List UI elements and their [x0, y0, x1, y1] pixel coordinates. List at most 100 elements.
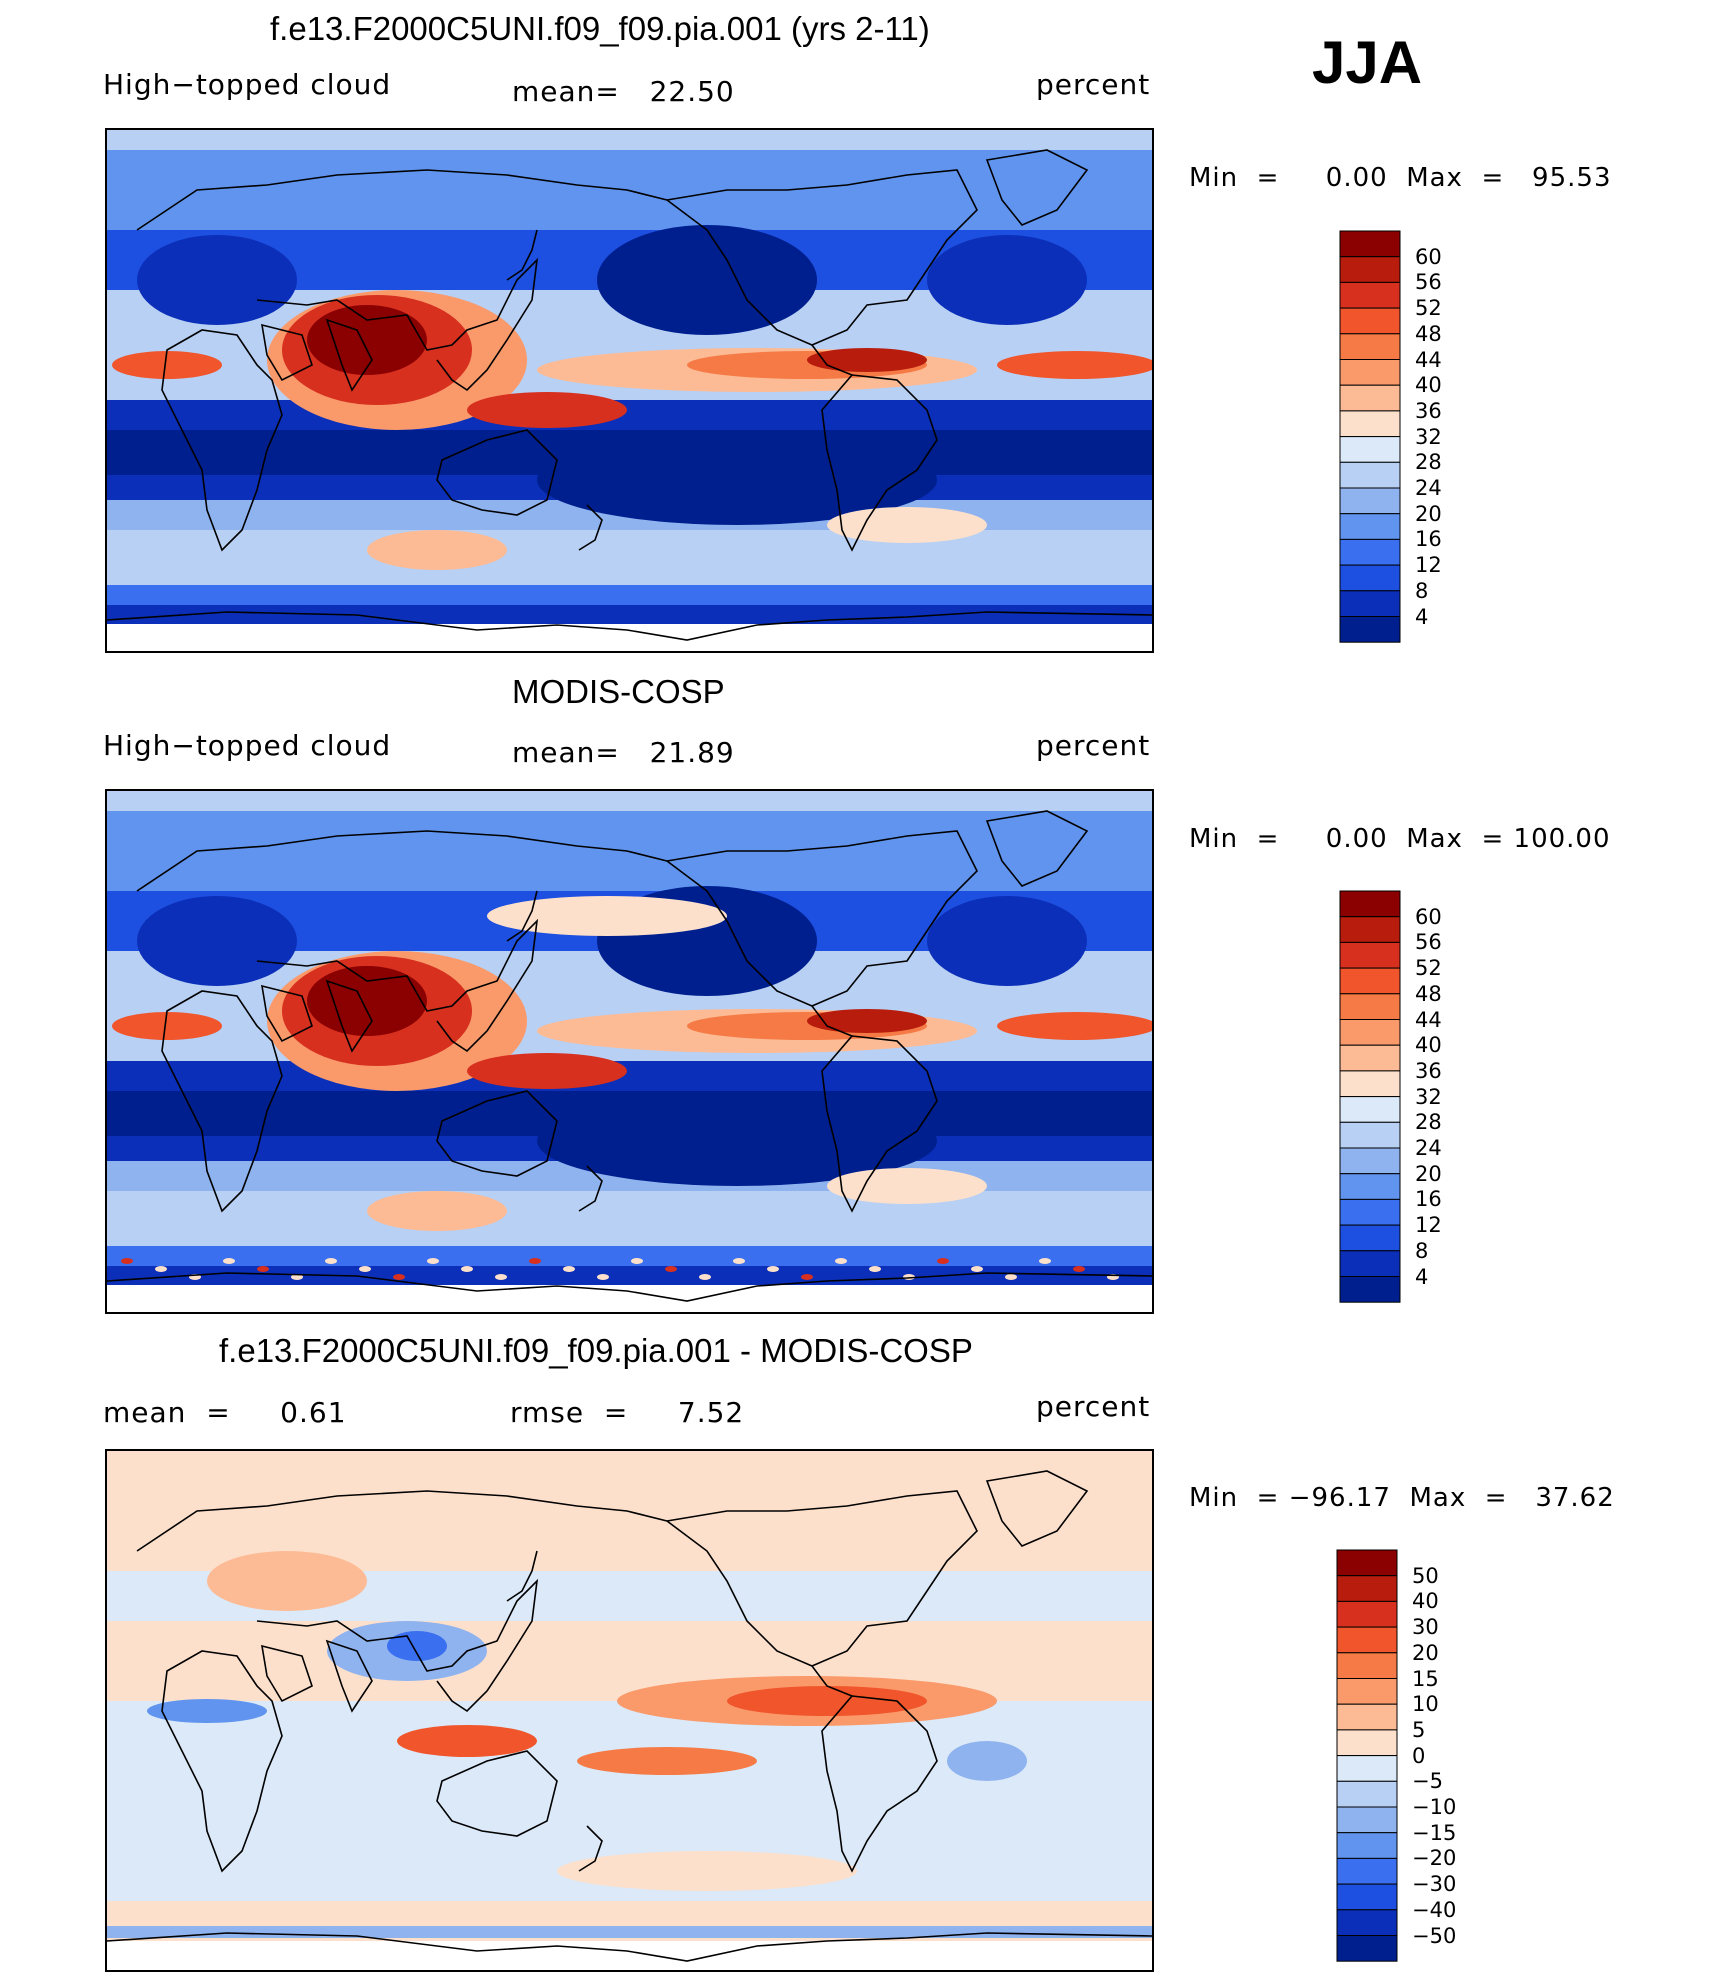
- panel2-field-spac-dry: [537, 1096, 937, 1186]
- panel3-coastline: [506, 1550, 538, 1602]
- panel1-colorbar-svg: [1339, 230, 1401, 643]
- panel2-colorbar-swatch: [1339, 1276, 1401, 1303]
- panel2-coastline: [161, 990, 283, 1213]
- panel2-field-noise: [257, 1266, 269, 1272]
- panel2-coastline: [506, 890, 538, 942]
- panel1-field-africa-itcz: [112, 351, 222, 379]
- panel1-colorbar-swatch: [1339, 384, 1401, 412]
- panel1-colorbar-tick-label: 56: [1415, 270, 1442, 295]
- panel2-colorbar-tick-label: 8: [1415, 1238, 1429, 1263]
- panel2-field-noise: [359, 1266, 371, 1272]
- panel2-field-spcz: [467, 1053, 627, 1089]
- panel1-colorbar-tick-label: 8: [1415, 578, 1429, 603]
- panel3-colorbar-swatch: [1336, 1780, 1398, 1808]
- panel2-colorbar-swatch: [1339, 1121, 1401, 1149]
- panel3-colorbar-swatch: [1336, 1729, 1398, 1757]
- panel3-coastline: [821, 1695, 938, 1873]
- panel2-units-label: percent: [1036, 729, 1151, 762]
- panel3-field-maritime-positive: [397, 1725, 537, 1757]
- panel1-coastline: [811, 344, 853, 376]
- panel1-coastline: [821, 374, 938, 552]
- panel2-field-noise: [835, 1258, 847, 1264]
- panel1-colorbar-swatch: [1339, 256, 1401, 283]
- panel1-colorbar-tick-label: 40: [1415, 373, 1442, 398]
- panel2-field-sahara-dry: [137, 896, 297, 986]
- panel2-field-noise: [1005, 1274, 1017, 1280]
- panel2-colorbar-tick-label: 16: [1415, 1187, 1442, 1212]
- panel2-field-noise: [121, 1258, 133, 1264]
- panel3-field-missing: [107, 1941, 1152, 1970]
- panel1-field-spac-dry: [537, 435, 937, 525]
- panel2-colorbar-tick-label: 24: [1415, 1136, 1442, 1160]
- panel1-coastline: [256, 257, 539, 392]
- panel1-colorbar-swatch: [1339, 513, 1401, 540]
- panel2-field-noise: [495, 1274, 507, 1280]
- panel2-coastline: [665, 830, 978, 1007]
- panel2-field-noise: [801, 1274, 813, 1280]
- panel1-coastline: [107, 611, 1152, 641]
- panel1-colorbar-swatch: [1339, 487, 1401, 515]
- panel1-map: [105, 128, 1154, 653]
- panel2-colorbar-swatch: [1339, 1019, 1401, 1046]
- panel2-coastline: [821, 1035, 938, 1213]
- panel1-field-missing: [107, 624, 1152, 651]
- panel2-field-sh-storm-1: [367, 1191, 507, 1231]
- panel1-colorbar-swatch: [1339, 616, 1401, 643]
- panel3-coastline: [811, 1665, 853, 1697]
- panel3-field-spcz-positive: [577, 1747, 757, 1775]
- panel3-minmax: Min = −96.17 Max = 37.62: [1189, 1483, 1615, 1513]
- panel1-colorbar-tick-label: 20: [1415, 501, 1442, 526]
- panel2-field-npac-track: [487, 896, 727, 936]
- panel3-title: f.e13.F2000C5UNI.f09_f09.pia.001 - MODIS…: [219, 1332, 973, 1369]
- panel2-coastline: [107, 1272, 1152, 1302]
- panel3-colorbar-swatch: [1336, 1806, 1398, 1834]
- panel2-field-noise: [223, 1258, 235, 1264]
- panel1-coastline: [325, 318, 373, 392]
- panel2-field-noise: [665, 1266, 677, 1272]
- panel1-field-polar-s-edge: [107, 605, 1152, 625]
- panel3-colorbar-tick-label: −5: [1412, 1769, 1443, 1794]
- panel1-colorbar-tick-label: 24: [1415, 476, 1442, 500]
- panel3-colorbar-tick-label: −20: [1412, 1846, 1457, 1871]
- panel1-colorbar-tick-label: 4: [1415, 604, 1429, 629]
- panel2-colorbar-swatch: [1339, 1044, 1401, 1072]
- panel2-colorbar-swatch: [1339, 1250, 1401, 1277]
- panel1-colorbar-tick-label: 60: [1415, 244, 1442, 269]
- panel2-colorbar-tick-label: 20: [1415, 1161, 1442, 1186]
- panel2-field-noise: [733, 1258, 745, 1264]
- panel3-coastline: [107, 1932, 1152, 1962]
- panel3-colorbar-tick-label: −15: [1412, 1820, 1457, 1845]
- panel1-colorbar-swatch: [1339, 359, 1401, 386]
- panel2-colorbar-tick-label: 28: [1415, 1110, 1442, 1135]
- panel1-field-sh-storm-2: [827, 507, 987, 543]
- panel3-colorbar-swatch: [1336, 1549, 1398, 1577]
- panel2-field-noise: [461, 1266, 473, 1272]
- panel2-map: [105, 789, 1154, 1314]
- panel3-colorbar-tick-label: −50: [1412, 1923, 1457, 1948]
- panel2-colorbar-swatch: [1339, 1070, 1401, 1098]
- panel1-field-sh-storm-1: [367, 530, 507, 570]
- panel1-colorbar-swatch: [1339, 590, 1401, 617]
- panel3-coastline: [136, 1490, 668, 1552]
- panel3-colorbar-tick-label: 50: [1412, 1563, 1439, 1588]
- panel2-colorbar-swatch: [1339, 1224, 1401, 1252]
- panel1-colorbar-tick-label: 48: [1415, 321, 1442, 346]
- panel1-field-npac-high: [597, 225, 817, 335]
- panel2-colorbar-svg: [1339, 890, 1401, 1303]
- panel3-rmse-label: rmse = 7.52: [510, 1396, 745, 1429]
- panel1-colorbar-swatch: [1339, 436, 1401, 463]
- panel3-colorbar-swatch: [1336, 1626, 1398, 1654]
- panel1-colorbar-tick-label: 44: [1415, 347, 1442, 372]
- panel1-field-sahara-dry: [137, 235, 297, 325]
- panel3-colorbar-tick-label: 20: [1412, 1640, 1439, 1665]
- panel2-colorbar-tick-label: 12: [1415, 1213, 1442, 1238]
- panel3-colorbar-tick-label: 15: [1412, 1666, 1439, 1691]
- panel3-colorbar-swatch: [1336, 1883, 1398, 1911]
- panel1-coastline: [665, 169, 978, 346]
- panel1-field-itcz-core: [807, 348, 927, 372]
- panel2-field-atl-itcz: [997, 1012, 1152, 1040]
- panel2-field-noise: [427, 1258, 439, 1264]
- panel1-field-svg: [107, 130, 1152, 651]
- panel2-colorbar-swatch: [1339, 993, 1401, 1021]
- panel1-colorbar-swatch: [1339, 410, 1401, 438]
